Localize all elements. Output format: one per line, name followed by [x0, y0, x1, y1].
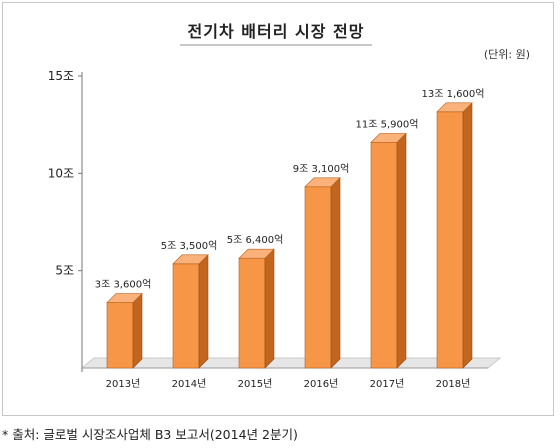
chart-title-text: 전기차 배터리 시장 전망 — [179, 22, 373, 46]
bar-top — [436, 102, 473, 113]
data-label: 11조 5,900억 — [356, 118, 419, 130]
x-tick-label: 2017년 — [370, 378, 405, 390]
source-note: * 출처: 글로벌 시장조사업체 B3 보고서(2014년 2분기) — [2, 427, 298, 442]
x-tick-label: 2014년 — [172, 378, 207, 390]
bar-front — [238, 257, 266, 369]
bar-side — [264, 248, 275, 369]
bar-top — [106, 293, 143, 303]
bar-top — [304, 177, 341, 188]
x-tick-label: 2015년 — [238, 378, 273, 390]
labels-layer: 3조 3,600억 2013년 5조 3,500억 2014년 5조 6,400억 201… — [95, 88, 485, 390]
y-tick-label: 15조 — [48, 69, 74, 83]
bar-top — [172, 254, 209, 265]
y-tick-label: 10조 — [48, 166, 74, 180]
bar-front — [106, 302, 134, 369]
bar-front — [304, 186, 332, 369]
bar-front — [172, 263, 200, 369]
bar-side — [396, 132, 407, 369]
unit-note: (단위: 원) — [483, 48, 530, 61]
bar-side — [462, 102, 473, 369]
data-label: 13조 1,600억 — [422, 88, 485, 100]
bar-side — [330, 177, 341, 369]
data-label: 5조 3,500억 — [161, 240, 218, 252]
x-tick-label: 2013년 — [106, 378, 141, 390]
bar-front — [436, 111, 464, 369]
bar-side — [132, 292, 143, 369]
data-label: 3조 3,600억 — [95, 279, 152, 291]
bar-front — [370, 142, 398, 369]
bars-layer — [106, 102, 473, 369]
x-tick-label: 2016년 — [304, 378, 339, 390]
bar-side — [198, 254, 209, 369]
x-tick-label: 2018년 — [436, 378, 471, 390]
chart-title: 전기차 배터리 시장 전망 — [0, 18, 552, 46]
data-label: 5조 6,400억 — [227, 234, 284, 246]
y-tick-label: 5조 — [55, 264, 74, 278]
bar-top — [238, 248, 275, 259]
chart-plot: 5조 10조 15조 3조 3,600억 2013년 5조 3,500억 2014년 5조 … — [48, 69, 502, 390]
bar-top — [370, 133, 407, 143]
data-label: 9조 3,100억 — [293, 163, 350, 175]
